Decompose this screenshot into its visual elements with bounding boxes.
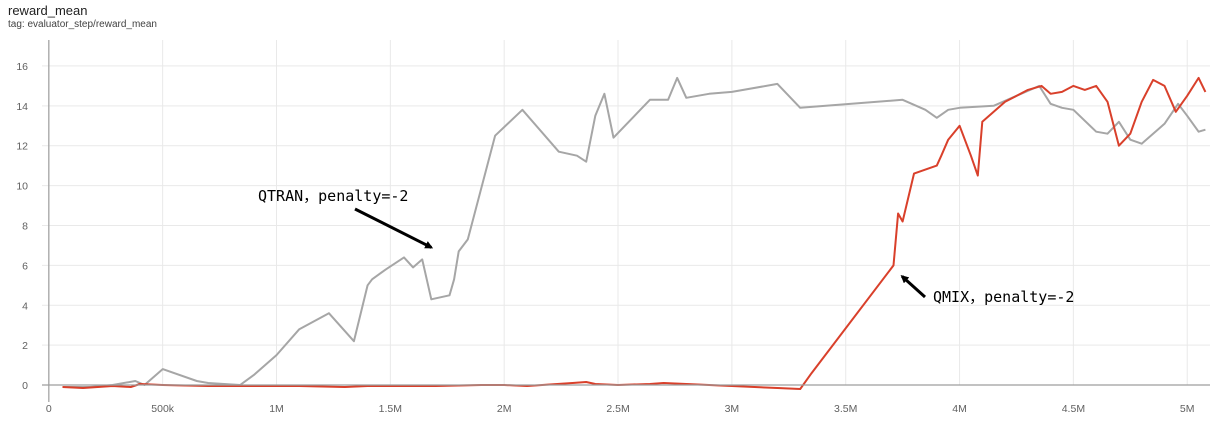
x-tick-label: 4M [952, 403, 967, 415]
annotation-qmix: QMIX，penalty=-2 [933, 288, 1074, 306]
x-tick-label: 1M [269, 403, 284, 415]
y-tick-label: 10 [16, 181, 28, 193]
series-raw-line-1 [62, 77, 1207, 390]
y-tick-label: 6 [22, 260, 28, 272]
y-tick-label: 8 [22, 220, 28, 232]
axes: 0 2 4 6 8 10 12 14 16 0 500k 1M 1.5M 2M 2.5M 3M 3.5M 4M 4.… [16, 40, 1210, 415]
y-tick-label: 12 [16, 141, 28, 153]
y-tick-label: 4 [22, 300, 28, 312]
annotations: QTRAN，penalty=-2 QMIX，penalty=-2 [258, 187, 1074, 306]
annotation-qtran: QTRAN，penalty=-2 [258, 187, 408, 205]
annotation-qmix-arrow [900, 274, 927, 299]
y-tick-label: 0 [22, 380, 28, 392]
raw-series [62, 77, 1207, 390]
series-line-1 [62, 76, 1207, 390]
x-tick-label: 1.5M [379, 403, 402, 415]
x-tick-label: 2.5M [606, 403, 629, 415]
series-line-0 [62, 76, 1206, 388]
chart-tag: tag: evaluator_step/reward_mean [8, 19, 157, 30]
y-tick-label: 16 [16, 61, 28, 73]
x-tick-label: 3.5M [834, 403, 857, 415]
x-tick-label: 5M [1180, 403, 1195, 415]
chart-title: reward_mean [8, 3, 88, 18]
x-tick-label: 3M [725, 403, 740, 415]
y-tick-label: 14 [16, 101, 28, 113]
smoothed-series [62, 76, 1207, 390]
x-tick-label: 0 [46, 403, 52, 415]
x-tick-label: 2M [497, 403, 512, 415]
y-tick-label: 2 [22, 340, 28, 352]
grid-lines [42, 40, 1210, 386]
annotation-qtran-arrow [354, 207, 434, 249]
x-tick-label: 4.5M [1062, 403, 1085, 415]
x-tick-label: 500k [151, 403, 175, 415]
series-raw-line-0 [62, 77, 1206, 388]
